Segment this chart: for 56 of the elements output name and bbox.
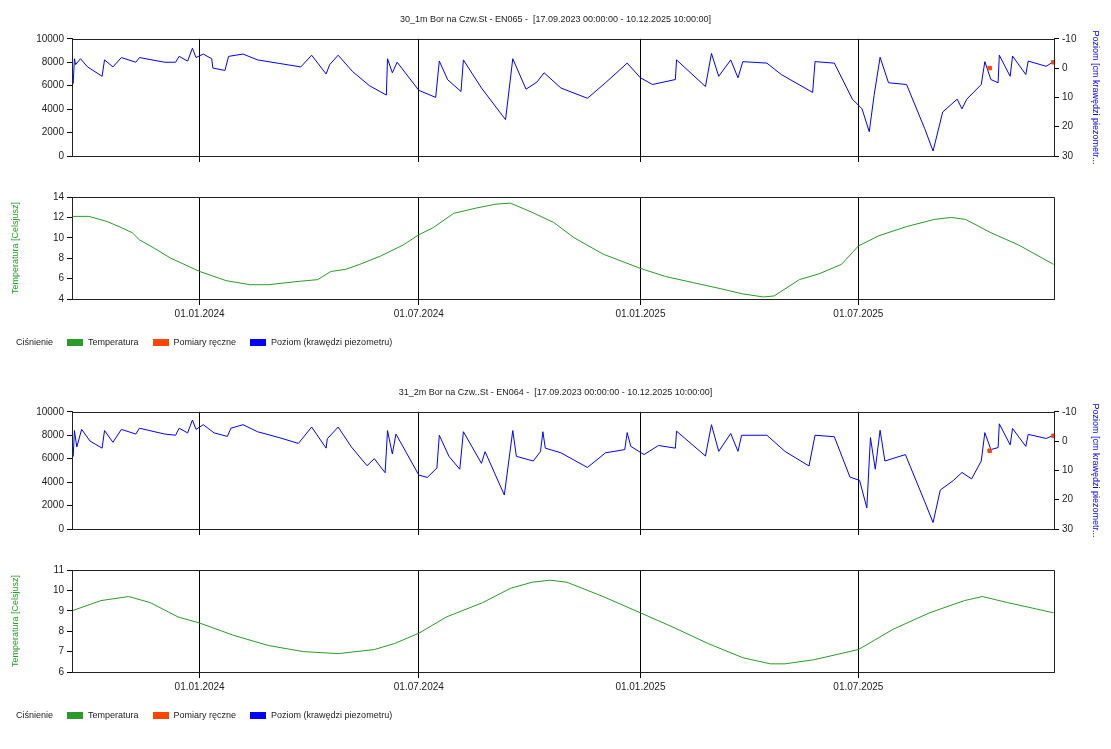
y2-tick-label: 30	[1062, 149, 1074, 161]
y-tick-label: 11	[53, 563, 65, 575]
y-tick-label: 10	[52, 584, 65, 596]
y-tick-label: 4	[58, 292, 65, 304]
y-tick-label: 0	[58, 522, 65, 534]
y2-axis-title: Poziom [cm krawędzi piezometr...	[1091, 30, 1102, 165]
y-axis-title: Temperatura [Celsjusz]	[9, 201, 20, 295]
y2-tick-label: 10	[1062, 91, 1074, 103]
y2-tick-label: 10	[1062, 464, 1074, 476]
y-tick-label: 0	[58, 149, 65, 161]
x-tick-label: 01.01.2025	[615, 680, 666, 692]
y-tick-label: 10	[52, 231, 65, 243]
y-axis-title: Temperatura [Celsjusz]	[9, 574, 20, 668]
y-tick-label: 6000	[41, 452, 65, 464]
y2-tick-label: 20	[1062, 120, 1074, 132]
x-tick-label: 01.07.2024	[393, 680, 445, 692]
x-tick-label: 01.01.2025	[615, 307, 666, 319]
x-tick-label: 01.07.2025	[833, 307, 884, 319]
text: Ciśnienie	[16, 337, 54, 347]
text: Pomiary ręczne	[173, 710, 237, 720]
y-tick-label: 8000	[41, 428, 65, 440]
chart-title: 30_1m Bor na Czw.St - EN065 - [17.09.2023 00:00:00 - 10.12.2025 10:00:00]	[399, 13, 712, 24]
y-tick-label: 6	[58, 272, 65, 284]
y-tick-label: 10000	[36, 405, 65, 417]
text: Poziom (krawędzi piezometru)	[271, 337, 393, 347]
y2-tick-label: 20	[1062, 493, 1074, 505]
y-tick-label: 2000	[41, 126, 65, 138]
y2-tick-label: 0	[1062, 434, 1068, 446]
y-tick-label: 8	[58, 624, 65, 636]
y-tick-label: 8	[58, 251, 65, 263]
text: Ciśnienie	[16, 710, 54, 720]
x-tick-label: 01.01.2024	[174, 307, 226, 319]
legend-label: Temperatura	[88, 710, 139, 720]
y-tick-label: 6	[58, 665, 65, 677]
x-tick-label: 01.07.2025	[833, 680, 884, 692]
y-tick-label: 9	[58, 604, 65, 616]
y2-tick-label: 0	[1062, 61, 1068, 73]
text: Pomiary ręczne	[173, 337, 237, 347]
y2-tick-label: -10	[1062, 405, 1077, 417]
y-tick-label: 2000	[41, 499, 65, 511]
y2-tick-label: -10	[1062, 32, 1077, 44]
y2-tick-label: 30	[1062, 522, 1074, 534]
y2-axis-title: Poziom [cm krawędzi piezometr...	[1091, 403, 1102, 538]
y-tick-label: 12	[52, 211, 65, 223]
y-tick-label: 4000	[41, 102, 65, 114]
y-tick-label: 6000	[41, 79, 65, 91]
x-tick-label: 01.07.2024	[393, 307, 445, 319]
text: Poziom (krawędzi piezometru)	[271, 710, 393, 720]
y-tick-label: 14	[52, 190, 65, 202]
chart-title: 31_2m Bor na Czw..St - EN064 - [17.09.2023 00:00:00 - 10.12.2025 10:00:00]	[398, 386, 713, 397]
y-tick-label: 10000	[36, 32, 65, 44]
y-tick-label: 7	[58, 645, 65, 657]
y-tick-label: 4000	[41, 475, 65, 487]
x-tick-label: 01.01.2024	[174, 680, 226, 692]
legend-label: Temperatura	[88, 337, 139, 347]
y-tick-label: 8000	[41, 55, 65, 67]
